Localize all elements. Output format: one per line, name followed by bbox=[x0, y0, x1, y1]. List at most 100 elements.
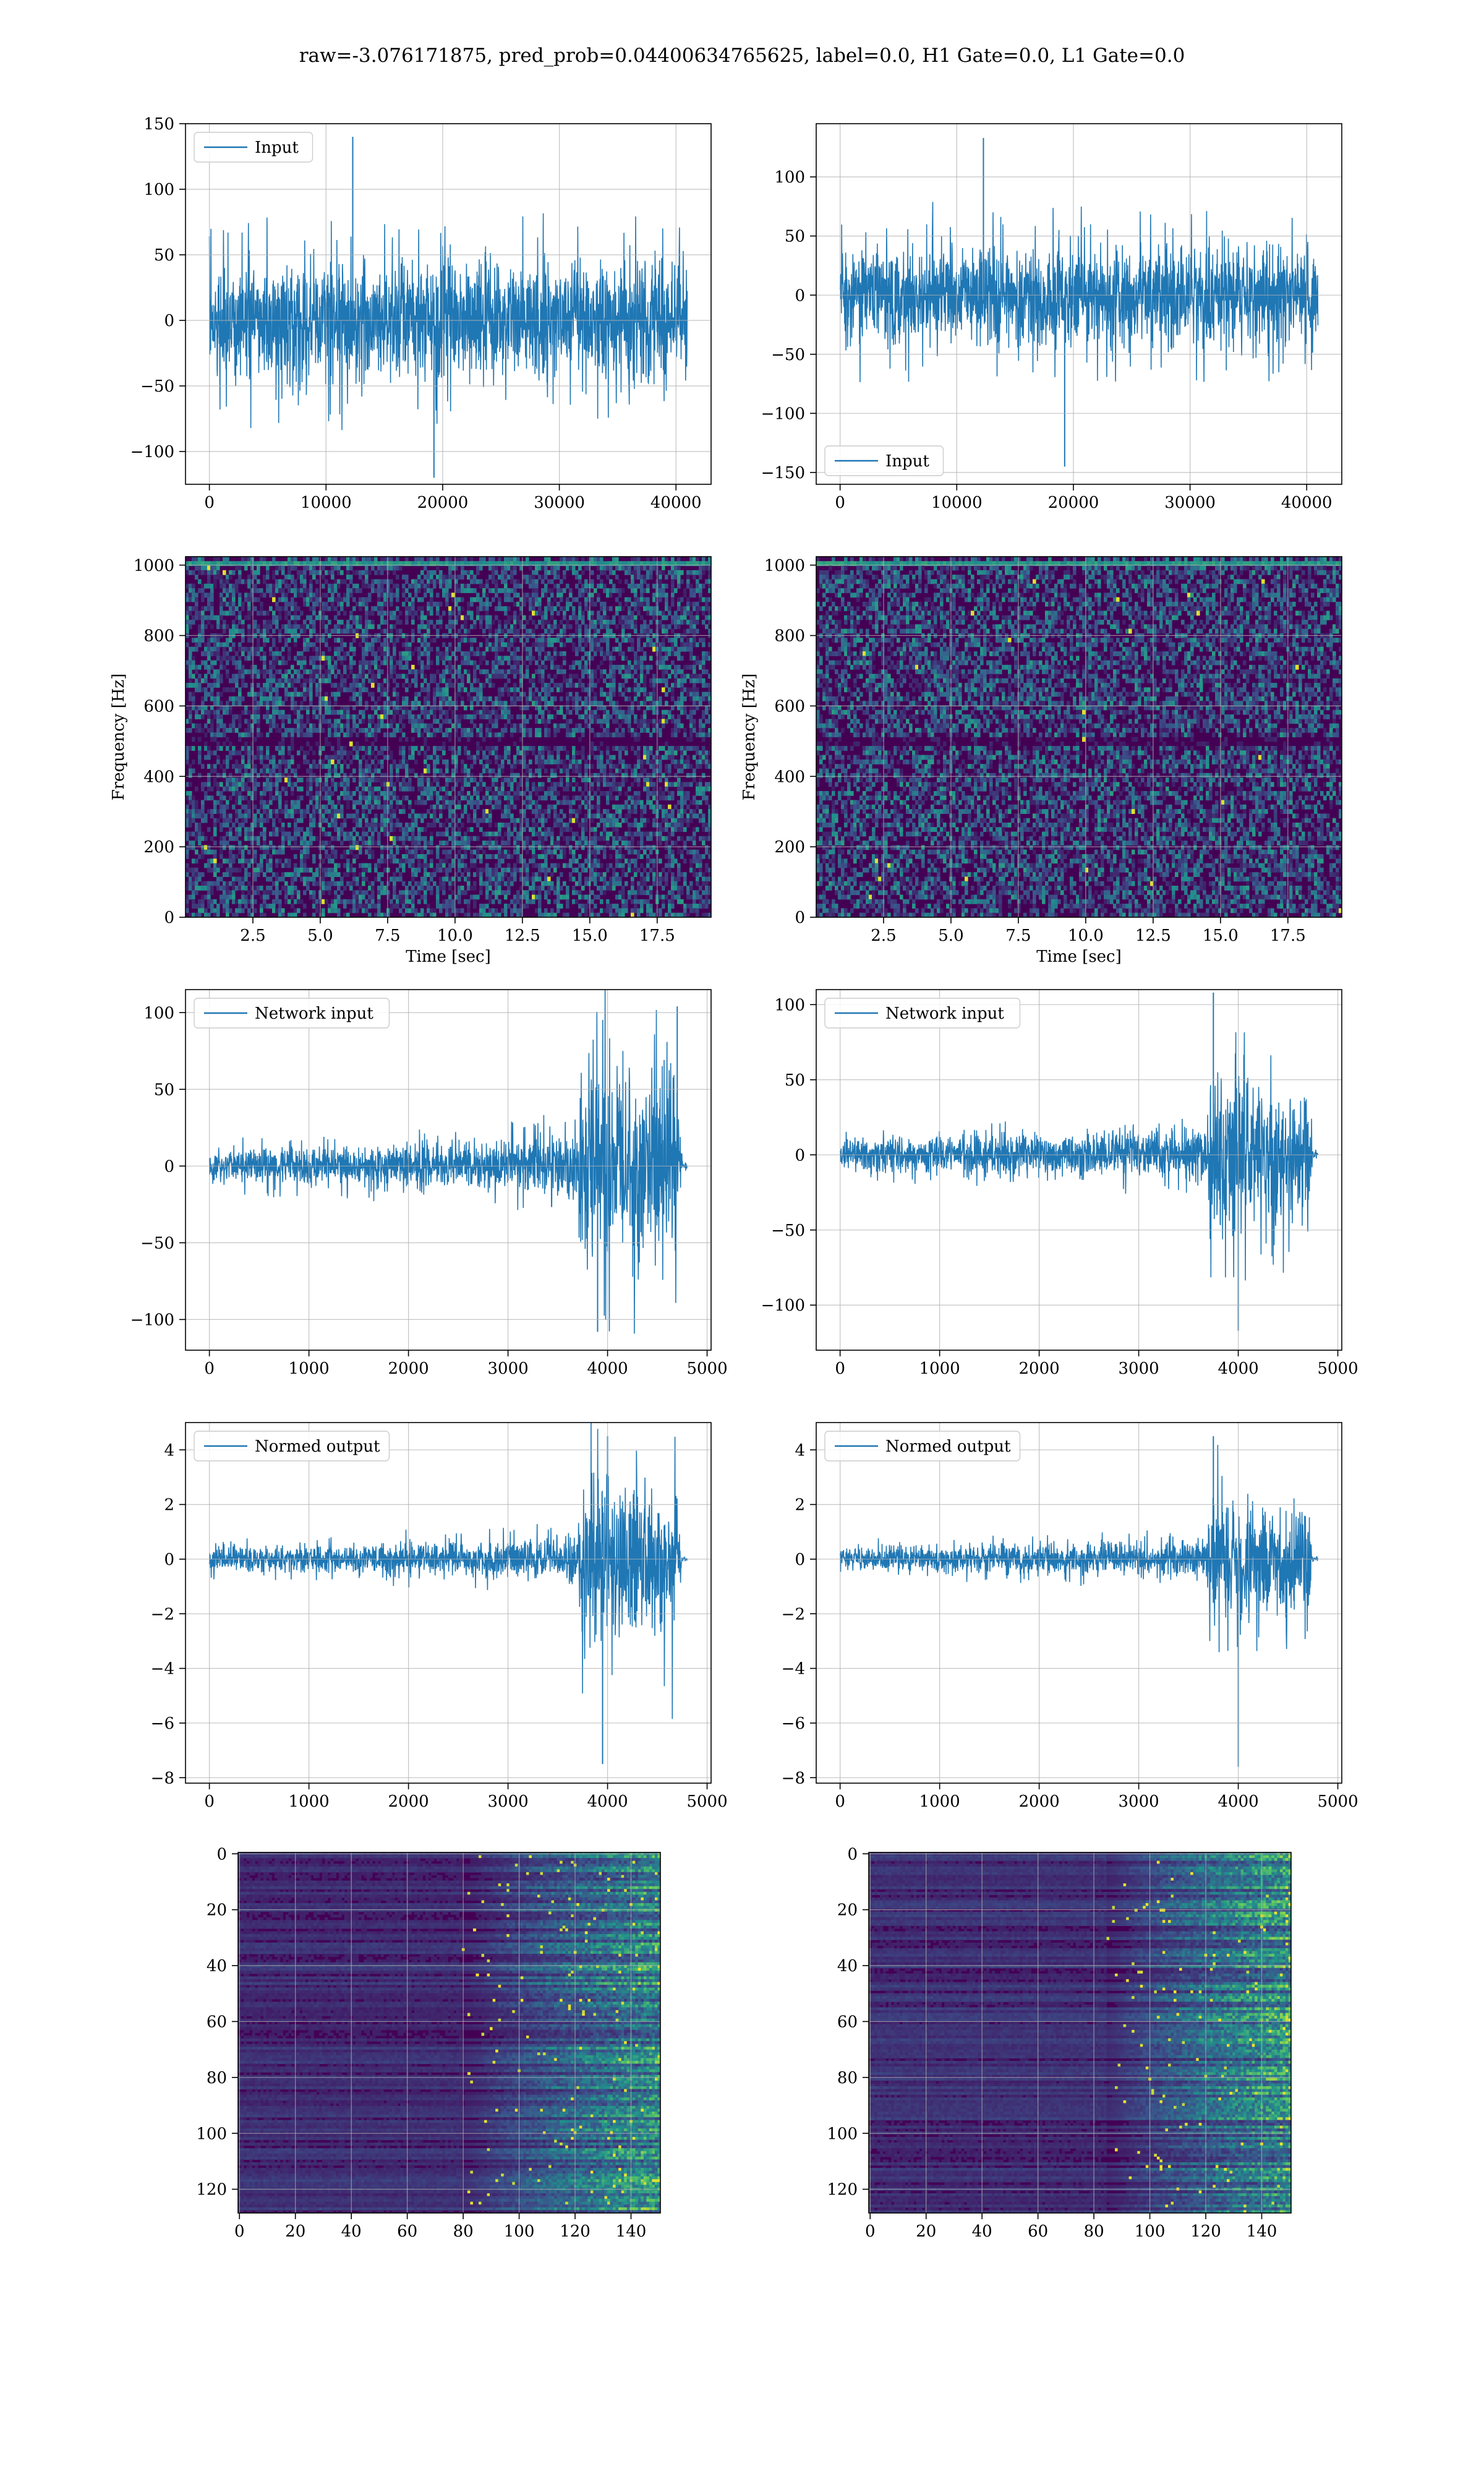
l1-input-plot-area bbox=[839, 137, 1319, 467]
l1-feature-map-chart: 0 20 40 60 80 100 120 140 0 20 40 60 80 100 120 bbox=[827, 1845, 1292, 2241]
l1-network-input-ytick-label: 100 bbox=[774, 996, 805, 1014]
l1-network-input-xtick-label: 2000 bbox=[1019, 1359, 1060, 1378]
h1-feature-map-xtick-label: 80 bbox=[453, 2222, 474, 2241]
l1-network-input-xtick-label: 3000 bbox=[1119, 1359, 1159, 1378]
h1-spectrogram-ytick-label: 200 bbox=[143, 838, 174, 857]
l1-spectrogram-xtick-label: 15.0 bbox=[1203, 927, 1239, 945]
l1-input-legend-label: Input bbox=[885, 452, 929, 471]
l1-normed-output-ytick-label: −6 bbox=[782, 1714, 805, 1733]
h1-network-input-xtick-label: 3000 bbox=[488, 1359, 529, 1378]
l1-feature-map-ytick-label: 120 bbox=[827, 2181, 858, 2199]
l1-feature-map-ytick-label: 20 bbox=[837, 1901, 858, 1920]
h1-feature-map-ytick-label: 20 bbox=[207, 1901, 227, 1920]
h1-normed-output-ytick-label: −4 bbox=[151, 1660, 174, 1679]
h1-feature-map-xtick-label: 0 bbox=[234, 2222, 245, 2241]
l1-spectrogram-ytick-label: 400 bbox=[774, 768, 805, 786]
h1-network-input-xtick-label: 1000 bbox=[289, 1359, 330, 1378]
h1-feature-map-xtick-label: 140 bbox=[616, 2222, 647, 2241]
l1-normed-output-xtick-label: 5000 bbox=[1317, 1792, 1358, 1811]
h1-input-plot-area bbox=[208, 137, 688, 478]
l1-network-input-xtick-label: 1000 bbox=[919, 1359, 960, 1378]
h1-network-input-ytick-label: 0 bbox=[164, 1157, 174, 1176]
h1-network-input-plot-area bbox=[208, 990, 688, 1334]
l1-feature-map-xtick-label: 140 bbox=[1247, 2222, 1277, 2241]
h1-normed-output-legend: Normed output bbox=[194, 1431, 390, 1462]
l1-input-xtick-label: 30000 bbox=[1164, 494, 1216, 512]
l1-spectrogram-xtick-label: 12.5 bbox=[1135, 927, 1171, 945]
l1-input-xtick-label: 10000 bbox=[931, 494, 983, 512]
h1-feature-map-ytick-label: 100 bbox=[196, 2125, 227, 2143]
h1-network-input-legend-label: Network input bbox=[255, 1004, 373, 1023]
l1-feature-map-ytick-label: 80 bbox=[837, 2069, 858, 2087]
h1-network-input-legend: Network input bbox=[194, 998, 390, 1029]
l1-input-axes-frame bbox=[816, 123, 1342, 485]
l1-normed-output-legend-box bbox=[824, 1431, 1021, 1462]
h1-input-ytick-label: 100 bbox=[143, 181, 174, 199]
h1-network-input-xtick-label: 4000 bbox=[587, 1359, 628, 1378]
l1-network-input-legend-label: Network input bbox=[885, 1004, 1004, 1023]
h1-input-xtick-label: 0 bbox=[204, 494, 215, 512]
h1-input-series-line bbox=[208, 213, 688, 430]
h1-spectrogram-ytick-label: 400 bbox=[143, 768, 174, 786]
h1-normed-output-ytick-label: −8 bbox=[151, 1769, 174, 1787]
h1-feature-map-ytick-label: 120 bbox=[196, 2181, 227, 2199]
l1-input-legend: Input bbox=[824, 445, 944, 476]
h1-network-input-chart: 0 1000 2000 3000 4000 5000 −100 −50 0 50 100 Networ… bbox=[130, 989, 728, 1378]
h1-normed-output-xtick-label: 4000 bbox=[587, 1792, 628, 1811]
l1-input-ytick-label: 0 bbox=[795, 286, 805, 305]
h1-normed-output-xtick-label: 5000 bbox=[686, 1792, 727, 1811]
h1-input-xtick-label: 20000 bbox=[417, 494, 469, 512]
h1-spectrogram-plot-area bbox=[186, 557, 711, 917]
h1-spectrogram-xlabel: Time [sec] bbox=[406, 948, 491, 966]
h1-input-axes-frame bbox=[185, 123, 712, 485]
l1-feature-map-xtick-label: 60 bbox=[1028, 2222, 1048, 2241]
l1-spectrogram-xtick-label: 10.0 bbox=[1068, 927, 1104, 945]
l1-input-xtick-label: 0 bbox=[835, 494, 845, 512]
h1-spectrogram-xtick-label: 15.0 bbox=[572, 927, 608, 945]
h1-normed-output-legend-label: Normed output bbox=[255, 1437, 380, 1456]
h1-network-input-ytick-label: 100 bbox=[143, 1004, 174, 1022]
h1-spectrogram-chart: 2.5 5.0 7.5 10.0 12.5 15.0 17.5 0 200 400 600 800 10… bbox=[109, 556, 712, 966]
l1-feature-map-ytick-label: 0 bbox=[847, 1845, 858, 1864]
h1-feature-map-xtick-label: 100 bbox=[504, 2222, 535, 2241]
l1-input-chart: 0 10000 20000 30000 40000 −150 −100 −50 0 50 100 In… bbox=[761, 123, 1342, 512]
h1-feature-map-ytick-label: 40 bbox=[207, 1957, 227, 1975]
l1-spectrogram-plot-area bbox=[816, 557, 1342, 917]
h1-spectrogram-xtick-label: 10.0 bbox=[437, 927, 473, 945]
h1-network-input-axes-frame bbox=[185, 989, 712, 1351]
h1-normed-output-series-line bbox=[208, 1423, 688, 1719]
h1-input-xtick-label: 30000 bbox=[534, 494, 585, 512]
h1-spectrogram-ylabel: Frequency [Hz] bbox=[109, 674, 128, 801]
l1-network-input-xtick-label: 0 bbox=[835, 1359, 845, 1378]
l1-input-xtick-label: 40000 bbox=[1281, 494, 1333, 512]
h1-network-input-xtick-label: 2000 bbox=[388, 1359, 429, 1378]
l1-network-input-legend-box bbox=[824, 998, 1021, 1029]
h1-spectrogram-xtick-label: 2.5 bbox=[240, 927, 265, 945]
h1-spectrogram-ytick-label: 1000 bbox=[134, 557, 174, 575]
h1-feature-map-ytick-label: 80 bbox=[207, 2069, 227, 2087]
h1-spectrogram-axes-frame bbox=[185, 556, 712, 918]
l1-network-input-ytick-label: −50 bbox=[771, 1222, 805, 1240]
l1-input-legend-box bbox=[824, 445, 944, 476]
l1-network-input-plot-area bbox=[839, 992, 1319, 1331]
l1-feature-map-xtick-label: 100 bbox=[1135, 2222, 1166, 2241]
h1-feature-map-ytick-label: 0 bbox=[216, 1845, 227, 1864]
l1-input-ytick-label: −100 bbox=[761, 404, 805, 423]
l1-spectrogram-ytick-label: 800 bbox=[774, 627, 805, 646]
l1-network-input-chart: 0 1000 2000 3000 4000 5000 −100 −50 0 50 100 Networ… bbox=[761, 989, 1358, 1378]
h1-input-chart: 0 10000 20000 30000 40000 −100 −50 0 50 100 150 Inp… bbox=[130, 115, 712, 512]
h1-network-input-ytick-label: −100 bbox=[130, 1311, 174, 1329]
l1-normed-output-ytick-label: −4 bbox=[782, 1660, 805, 1679]
l1-input-ytick-label: −50 bbox=[771, 346, 805, 364]
l1-network-input-ytick-label: −100 bbox=[761, 1296, 805, 1315]
l1-feature-map-xtick-label: 120 bbox=[1190, 2222, 1221, 2241]
l1-normed-output-xtick-label: 4000 bbox=[1217, 1792, 1258, 1811]
h1-feature-map-axes-frame bbox=[237, 1852, 661, 2214]
h1-input-legend-label: Input bbox=[255, 139, 299, 157]
h1-spectrogram-xtick-label: 12.5 bbox=[505, 927, 540, 945]
l1-normed-output-ytick-label: −2 bbox=[782, 1605, 805, 1624]
l1-spectrogram-xtick-label: 2.5 bbox=[871, 927, 896, 945]
l1-input-ytick-label: 50 bbox=[785, 228, 805, 246]
h1-input-ytick-label: 150 bbox=[143, 115, 174, 134]
l1-network-input-xtick-label: 4000 bbox=[1217, 1359, 1258, 1378]
